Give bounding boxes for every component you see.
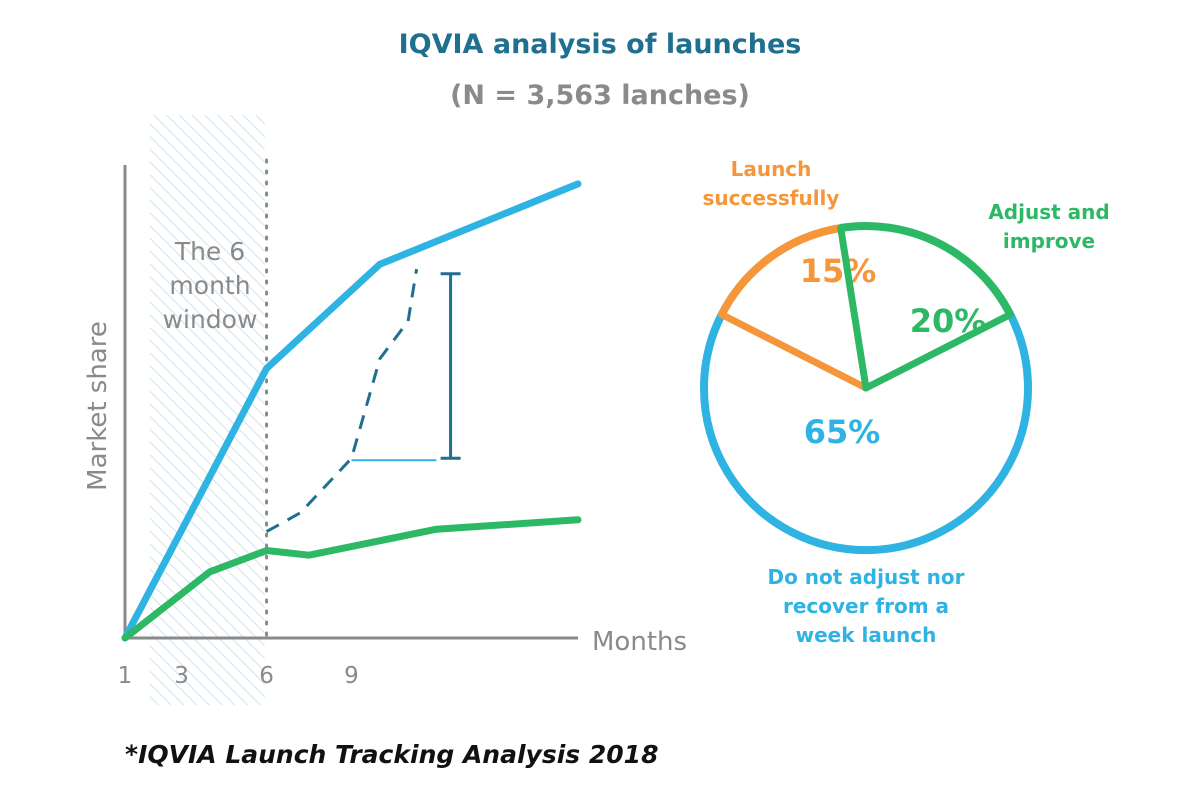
x-tick-label: 9	[344, 663, 359, 689]
pie-slice-divider	[837, 224, 870, 392]
dashed-recovery-line	[265, 268, 419, 533]
window-label-line: The 6	[174, 237, 245, 266]
chart-title: IQVIA analysis of launches	[399, 29, 802, 60]
pie-callout-orange: successfully	[703, 186, 840, 210]
pie-callout-green: Adjust and	[988, 200, 1109, 224]
x-tick-label: 3	[174, 663, 189, 689]
gap-bracket	[351, 272, 461, 462]
window-label-line: window	[163, 305, 258, 334]
green-series-line	[121, 516, 582, 642]
blue-series-line	[121, 180, 582, 642]
x-tick-labels: 1 3 6 9	[118, 663, 359, 689]
pie-callout-blue: week launch	[796, 623, 937, 647]
x-tick-label: 6	[259, 663, 274, 689]
pie-slice-divider	[718, 311, 870, 392]
footnote: *IQVIA Launch Tracking Analysis 2018	[125, 740, 658, 769]
pie-slice-percent: 15%	[800, 252, 877, 290]
pie-slice-arc	[840, 222, 1014, 317]
pie-slice-arc	[718, 224, 842, 317]
line-series-group	[121, 180, 582, 642]
line-chart: The 6 month window 1 3 6 9 Months Market shar…	[83, 115, 687, 705]
pie-callout-blue: recover from a	[783, 594, 949, 618]
pie-callout-orange: Launch	[731, 157, 812, 181]
pie-callout-green: improve	[1003, 229, 1095, 253]
pie-slice-divider	[862, 311, 1014, 392]
pie-slice-arc	[700, 312, 1032, 555]
pie-callout-blue: Do not adjust nor	[768, 565, 965, 589]
chart-subtitle: (N = 3,563 lanches)	[450, 80, 750, 111]
six-month-window-label: The 6 month window	[163, 237, 258, 334]
x-tick-label: 1	[118, 663, 133, 689]
x-axis-label: Months	[592, 627, 687, 657]
window-label-line: month	[169, 271, 250, 300]
pie-slice-percent: 65%	[804, 413, 881, 451]
y-axis-label: Market share	[83, 321, 113, 491]
